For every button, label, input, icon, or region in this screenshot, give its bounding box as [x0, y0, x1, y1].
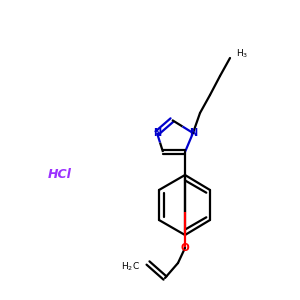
Text: N: N [153, 128, 161, 138]
Text: H$_2$C: H$_2$C [121, 261, 140, 273]
Text: HCl: HCl [48, 169, 72, 182]
Text: H$_3$: H$_3$ [236, 48, 248, 60]
Text: O: O [181, 243, 189, 253]
Text: N: N [189, 128, 197, 138]
